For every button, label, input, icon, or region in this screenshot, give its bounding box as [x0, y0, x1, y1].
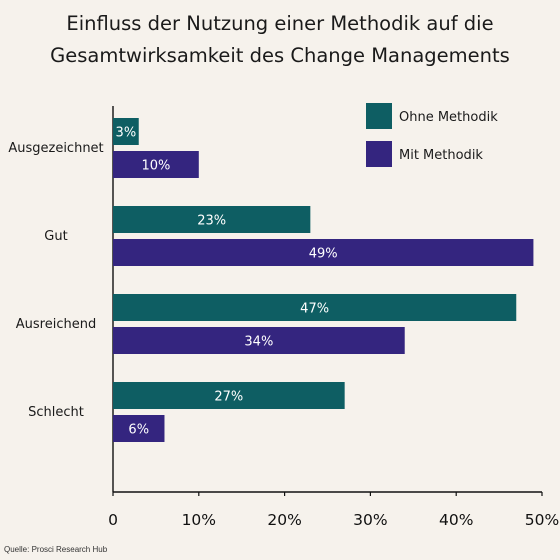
- bar: [113, 382, 345, 409]
- category-label: Gut: [44, 229, 67, 244]
- bar: [113, 294, 517, 321]
- x-tick-label: 10%: [182, 511, 216, 529]
- data-label: 34%: [244, 335, 273, 350]
- legend-label: Ohne Methodik: [399, 110, 498, 125]
- x-tick-label: 20%: [267, 511, 301, 529]
- legend-swatch: [366, 103, 392, 129]
- chart-title: Einfluss der Nutzung einer Methodik auf …: [0, 8, 560, 72]
- bar: [113, 327, 405, 354]
- data-label: 10%: [141, 159, 170, 174]
- x-tick-label: 30%: [353, 511, 387, 529]
- category-label: Ausreichend: [16, 317, 96, 332]
- data-label: 47%: [300, 302, 329, 317]
- source-note: Quelle: Prosci Research Hub: [4, 545, 108, 554]
- chart-title-line-2: Gesamtwirksamkeit des Change Managements: [50, 44, 510, 67]
- legend-swatch: [366, 141, 392, 167]
- x-tick-label: 0: [108, 511, 118, 529]
- chart-title-line-1: Einfluss der Nutzung einer Methodik auf …: [66, 12, 494, 35]
- data-label: 3%: [116, 126, 137, 141]
- category-label: Schlecht: [28, 405, 84, 420]
- bar: [113, 118, 139, 145]
- data-label: 23%: [197, 214, 226, 229]
- category-label: Ausgezeichnet: [8, 141, 103, 156]
- legend-label: Mit Methodik: [399, 148, 483, 163]
- bar: [113, 239, 534, 266]
- data-label: 6%: [128, 423, 149, 438]
- bar: [113, 206, 311, 233]
- bar: [113, 151, 199, 178]
- x-tick-label: 40%: [439, 511, 473, 529]
- bar: [113, 415, 165, 442]
- x-tick-label: 50%: [525, 511, 559, 529]
- data-label: 27%: [214, 390, 243, 405]
- data-label: 49%: [309, 247, 338, 262]
